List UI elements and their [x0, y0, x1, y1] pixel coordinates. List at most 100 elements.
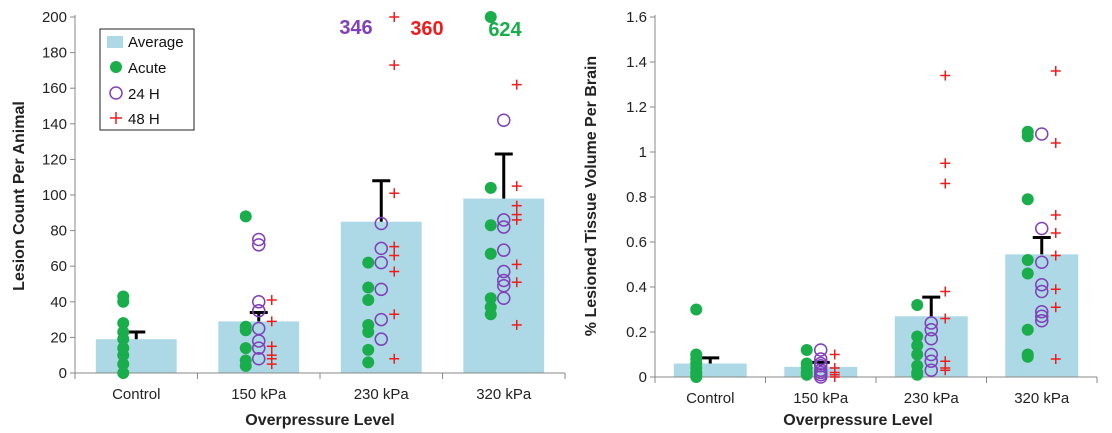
left-acute-point-0-1 [117, 295, 130, 308]
left-h24-point-1-1 [252, 238, 266, 252]
left-acute-point-0-8 [117, 367, 130, 379]
right-h48-point-3-0 [1050, 66, 1061, 76]
right-h24-point-3-4 [1035, 284, 1049, 299]
left-h48-point-1-2 [266, 341, 277, 352]
left-acute-point-2-5 [362, 343, 375, 356]
left-acute-point-3-4 [484, 292, 497, 305]
right-h48-point-3-5 [1050, 284, 1061, 295]
right-h24-point-1-0 [814, 343, 828, 357]
left-h48-point-3-1 [511, 181, 522, 192]
right-h48-point-3-1 [1050, 138, 1061, 148]
left-x-axis-title: Overpressure Level [245, 412, 394, 429]
left-h24-point-2-3 [374, 282, 388, 297]
right-acute-point-2-6 [911, 368, 924, 381]
left-h48-point-3-2 [511, 200, 522, 211]
right-h24-point-2-5 [924, 363, 938, 377]
left-h24-point-2-0 [374, 216, 388, 231]
left-h24-point-3-2 [497, 220, 511, 234]
right-h24-point-3-7 [1035, 314, 1049, 328]
left-h48-point-1-5 [266, 359, 277, 370]
left-h48-point-3-4 [511, 214, 522, 225]
left-h48-point-2-5 [389, 266, 400, 277]
left-y-tick-label-10: 200 [42, 9, 67, 26]
left-y-tick-label-7: 140 [42, 116, 67, 133]
right-x-tick-label-3: 320 kPa [1014, 390, 1070, 407]
right-acute-point-2-3 [911, 348, 924, 361]
right-x-tick-label-2: 230 kPa [904, 390, 960, 407]
left-h24-point-3-5 [497, 273, 511, 288]
right-bar-3 [1005, 254, 1079, 377]
left-acute-point-1-3 [239, 342, 252, 355]
right-h48-point-2-1 [940, 158, 951, 169]
left-x-tick-label-2: 230 kPa [354, 386, 410, 403]
left-acute-point-2-6 [362, 356, 375, 369]
right-h48-point-1-0 [829, 349, 840, 360]
right-acute-point-3-3 [1021, 254, 1034, 266]
right-acute-point-1-4 [800, 368, 813, 381]
legend: Average Acute 24 H 48 H [99, 28, 195, 131]
right-x-tick-label-1: 150 kPa [793, 390, 849, 407]
lesion-count-chart: 0 20 40 60 80 100 120 140 160 180 200 Control 150 kP… [42, 9, 566, 403]
annotation-320-acute: 624 [488, 19, 522, 41]
left-acute-point-1-0 [239, 210, 252, 223]
left-y-tick-label-2: 40 [50, 294, 67, 311]
left-x-tick-label-0: Control [112, 386, 160, 403]
left-acute-point-2-4 [362, 326, 375, 339]
right-acute-point-2-1 [911, 330, 924, 343]
left-h48-point-1-0 [266, 295, 277, 306]
left-y-tick-label-9: 180 [42, 45, 67, 62]
left-h24-point-1-7 [252, 352, 266, 366]
right-acute-point-1-0 [800, 344, 813, 356]
right-h48-point-2-7 [940, 365, 951, 376]
lesion-volume-chart: 0 0.2 0.4 0.6 0.8 1 1.2 1.4 1.6 Control 150 kPa 230… [626, 9, 1098, 407]
right-y-tick-label-7: 1.4 [626, 54, 647, 71]
legend-24h-label: 24 H [128, 86, 160, 103]
right-h48-point-2-0 [940, 70, 951, 81]
right-y-axis-title: % Lesioned Tissue Volume Per Brain [583, 56, 600, 336]
legend-acute-marker [110, 61, 122, 73]
annotation-230-24h: 346 [339, 17, 372, 39]
left-h24-point-2-2 [374, 255, 388, 270]
right-h24-point-2-2 [924, 332, 938, 346]
right-h24-point-3-2 [1035, 255, 1049, 269]
legend-average-label: Average [128, 34, 184, 51]
left-h48-point-2-7 [389, 353, 400, 364]
right-h24-point-3-6 [1035, 309, 1049, 323]
left-acute-point-0-7 [117, 358, 130, 371]
right-acute-point-0-0 [690, 303, 703, 316]
left-acute-point-2-1 [362, 281, 375, 294]
left-acute-point-1-2 [239, 324, 252, 337]
left-h48-point-2-2 [389, 188, 400, 199]
right-h48-point-3-6 [1050, 302, 1061, 313]
left-h24-point-2-5 [374, 332, 388, 346]
right-y-tick-label-2: 0.4 [626, 279, 647, 296]
left-h24-point-3-3 [497, 243, 511, 257]
left-acute-point-2-0 [362, 256, 375, 269]
left-h24-point-3-4 [497, 264, 511, 279]
left-acute-point-3-0 [484, 11, 497, 23]
right-h24-point-2-3 [924, 347, 938, 362]
left-x-tick-label-1: 150 kPa [231, 386, 287, 403]
left-y-tick-label-8: 160 [42, 80, 67, 97]
left-h48-point-3-6 [511, 277, 522, 288]
left-y-tick-label-1: 20 [50, 329, 67, 346]
right-h24-point-2-0 [924, 316, 938, 330]
right-h24-point-3-3 [1035, 278, 1049, 292]
left-acute-point-2-2 [362, 294, 375, 307]
right-y-tick-label-3: 0.6 [626, 234, 647, 251]
left-h24-point-3-1 [497, 213, 511, 227]
left-x-tick-label-3: 320 kPa [476, 386, 532, 403]
right-y-tick-label-5: 1 [639, 144, 647, 161]
annotation-230-48h: 360 [410, 18, 443, 40]
left-acute-point-0-2 [117, 317, 130, 330]
right-acute-point-3-7 [1021, 350, 1034, 363]
legend-48h-label: 48 H [128, 111, 160, 128]
right-x-tick-label-0: Control [686, 390, 734, 407]
left-h24-point-1-5 [252, 334, 266, 348]
left-h24-point-1-6 [252, 341, 266, 355]
right-h24-point-3-5 [1035, 305, 1049, 319]
right-bar-0 [673, 363, 747, 377]
left-h24-point-1-2 [252, 295, 266, 309]
right-x-axis-title: Overpressure Level [783, 412, 932, 429]
